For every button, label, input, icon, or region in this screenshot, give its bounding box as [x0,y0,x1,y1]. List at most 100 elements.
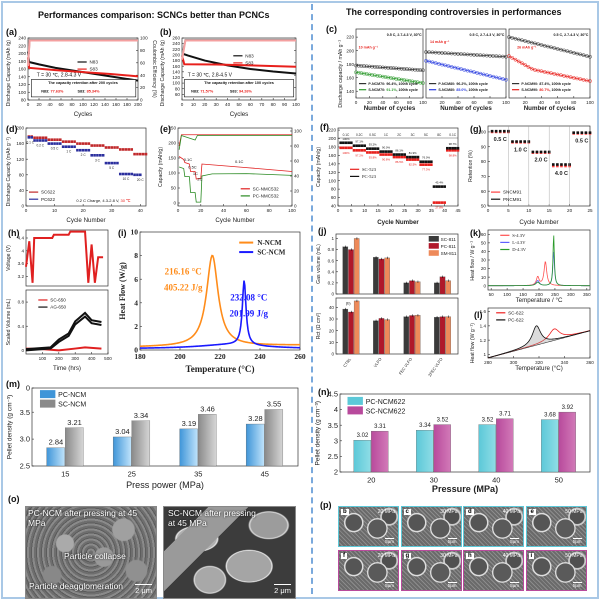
data-point [350,141,353,145]
y2-tick-label: 100 [140,36,148,41]
data-point [418,68,423,72]
peak-annotation: 405.22 J/g [164,282,203,292]
y-tick-label: 220 [346,35,354,40]
scale-bar: 2 μm [274,584,291,595]
x-tick-label: 20 [81,208,87,213]
scale-bar: 5μm [447,538,457,544]
y-tick-label: 0.4 [18,324,25,329]
panel-c-ncm80: 20 40 60 80 100 Number of cycles P-NCM80: 96.2… [424,26,510,112]
x-tick-label: 40 [442,208,448,213]
annotation: 0.1C [235,159,244,164]
x-axis-label: Cycle Number [215,217,254,224]
y-tick-label: 3.6 [18,261,25,266]
chart-h_top: 3.2 3.6 4 4.4 Voltage (V) [6,229,109,287]
bar [439,316,446,355]
retention-label: 82.5% [409,163,417,167]
bar [478,424,496,473]
data-point [397,77,401,82]
bar [179,428,198,467]
data-point [422,160,425,164]
data-point [403,155,406,159]
y-axis-label: Voltage (V) [6,245,12,271]
data-point [141,152,145,156]
bar [65,427,84,467]
bar [445,280,451,295]
data-point [405,78,409,83]
data-point [510,56,515,60]
data-point [116,146,119,149]
y-axis-label: Discharge Capacity (mAh g⁻¹) [6,137,12,207]
legend-label: PC-NCM [58,392,86,399]
data-point [560,163,563,166]
rate-label: 0.2 C [36,143,44,147]
category-label: 30 [430,476,438,485]
x-tick-label: 90 [282,102,288,107]
x-tick-label: 60 [248,102,254,107]
annotation: 0.1C [184,157,193,162]
legend-label: P-NCM90: 87.4%, 100th cycle [521,82,571,86]
series-d-4-3v-line [487,235,591,287]
data-point [503,129,506,133]
bar-value-label: 3.34 [419,423,431,429]
x-tick-label: 0 [337,208,340,213]
left-section-title: Performances comparison: SCNCs better th… [38,10,270,20]
x-tick-label: 300 [567,292,575,297]
bar [378,318,385,355]
chart-c3: 20 40 60 80 100 Number of cycles P-NCM90: 87.4… [507,28,594,112]
data-point [418,80,423,85]
bar-value-label: 3.71 [499,412,511,418]
data-point [113,161,116,165]
x-axis-label: Cycle Number [519,219,558,226]
data-point [443,201,446,204]
retention-label: 81.9% [409,151,417,155]
legend-label: N83 [89,60,98,65]
peak-annotation: 216.16 °C [165,266,202,276]
retention-label: 86.1% [395,149,403,153]
sem-tile-letter: e [528,509,536,515]
category-label: 25 [128,470,136,479]
data-point [124,172,128,176]
x-tick-label: 25 [587,208,593,213]
data-point [414,158,417,161]
rate-label: 10 C [123,177,130,181]
data-point [58,138,62,141]
y-tick-label: 180 [328,145,336,150]
y-tick-label: 2 [334,468,338,477]
bar [414,281,421,295]
legend-label: L-4.3V [512,240,526,245]
y-tick-label: 4.5 [328,390,338,399]
y-tick-label: 90 [481,144,487,149]
y2-tick-label: 0 [294,204,297,209]
data-point [398,155,401,159]
panel-label-l: (l) [474,310,483,320]
data-point [564,164,567,168]
data-point [118,148,122,151]
legend-label: AG-650 [50,305,66,310]
data-point [374,151,377,154]
x-tick-label: 10 [526,208,532,213]
x-tick-label: 0 [487,208,490,213]
rate-label: 0.1 C [26,140,34,144]
y-tick-label: 120 [18,82,26,87]
chart-j_top: 0 0.2 0.4 0.6 0.8 1 Gas volume (mL) SC-811 PC-81… [316,233,459,297]
bar [342,308,349,355]
data-point [378,74,382,79]
data-point [47,142,51,145]
scale-bar: 5μm [510,538,519,544]
data-point [104,161,108,165]
rate-label: 5C [424,133,429,137]
data-point [504,77,508,82]
bar [403,282,410,295]
data-point [366,147,369,150]
data-point [352,149,356,152]
scale-bar: 5μm [447,582,457,588]
sem-tile: h 40 MPa 5μm [463,550,524,591]
data-point [104,146,108,149]
x-tick-label: 10 [52,208,58,213]
data-point [27,136,31,139]
x-tick-label: 35 [429,208,435,213]
retention-box [30,79,137,98]
data-point [342,146,345,150]
data-point [572,131,575,134]
